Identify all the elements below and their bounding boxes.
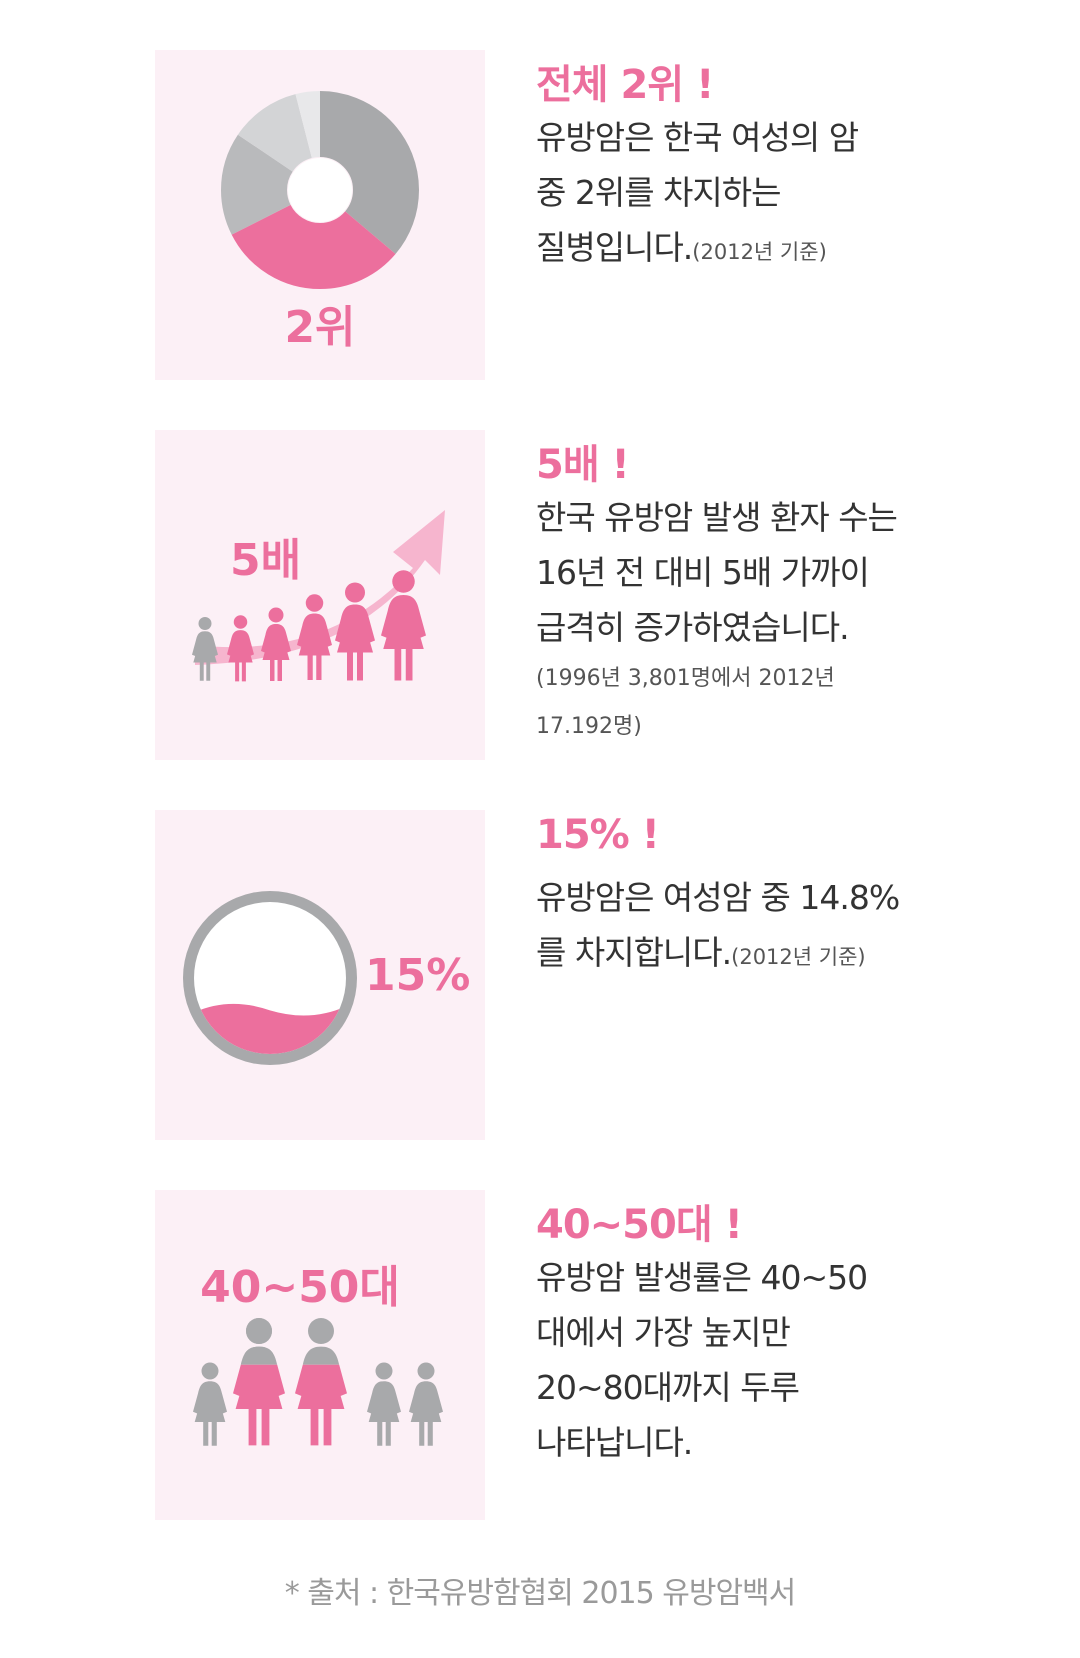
growth-desc-line-3: 급격히 증가하였습니다. bbox=[536, 608, 850, 647]
fill-level-circle-icon: 15% bbox=[183, 891, 470, 1065]
age-desc-line-1: 유방암 발생률은 40~50 bbox=[536, 1258, 868, 1297]
growing-people-arrow-icon: 5배 bbox=[192, 510, 445, 682]
panel-age: 40~50대 bbox=[155, 1190, 485, 1520]
share-heading: 15% ! bbox=[536, 812, 660, 858]
rank-desc-line-2: 중 2위를 차지하는 bbox=[536, 173, 782, 212]
panel-share: 15% bbox=[155, 810, 485, 1140]
growth-label: 5배 bbox=[230, 535, 301, 586]
growth-desc-line-2: 16년 전 대비 5배 가까이 bbox=[536, 553, 870, 592]
donut-chart-icon: 2위 bbox=[221, 91, 419, 353]
growth-heading: 5배 ! bbox=[536, 442, 630, 488]
growth-description: 한국 유방암 발생 환자 수는 16년 전 대비 5배 가까이 급격히 증가하였… bbox=[536, 490, 898, 751]
share-description: 유방암은 여성암 중 14.8% 를 차지합니다.(2012년 기준) bbox=[536, 870, 900, 985]
rank-heading: 전체 2위 ! bbox=[536, 62, 714, 108]
age-label: 40~50대 bbox=[200, 1262, 400, 1313]
rank-desc-line-3: 질병입니다.(2012년 기준) bbox=[536, 228, 827, 267]
share-desc-line-1: 유방암은 여성암 중 14.8% bbox=[536, 878, 900, 917]
share-desc-line-2: 를 차지합니다.(2012년 기준) bbox=[536, 933, 866, 972]
rank-note: (2012년 기준) bbox=[692, 240, 827, 264]
age-desc-line-3: 20~80대까지 두루 bbox=[536, 1368, 800, 1407]
growth-note-line-1: (1996년 3,801명에서 2012년 bbox=[536, 666, 835, 691]
donut-label: 2위 bbox=[284, 302, 355, 353]
panel-rank: 2위 bbox=[155, 50, 485, 380]
rank-desc-line-1: 유방암은 한국 여성의 암 bbox=[536, 118, 859, 157]
growth-note-line-2: 17.192명) bbox=[536, 714, 642, 739]
people-group-icon: 40~50대 bbox=[193, 1262, 443, 1446]
source-note: * 출처 : 한국유방함협회 2015 유방암백서 bbox=[284, 1576, 797, 1611]
rank-description: 유방암은 한국 여성의 암 중 2위를 차지하는 질병입니다.(2012년 기준… bbox=[536, 110, 859, 280]
share-label: 15% bbox=[365, 950, 470, 1001]
share-note: (2012년 기준) bbox=[731, 945, 866, 969]
panel-growth: 5배 bbox=[155, 430, 485, 760]
age-description: 유방암 발생률은 40~50 대에서 가장 높지만 20~80대까지 두루 나타… bbox=[536, 1250, 868, 1470]
growth-desc-line-1: 한국 유방암 발생 환자 수는 bbox=[536, 498, 898, 537]
age-heading: 40~50대 ! bbox=[536, 1202, 743, 1248]
age-desc-line-4: 나타납니다. bbox=[536, 1423, 693, 1462]
age-desc-line-2: 대에서 가장 높지만 bbox=[536, 1313, 791, 1352]
